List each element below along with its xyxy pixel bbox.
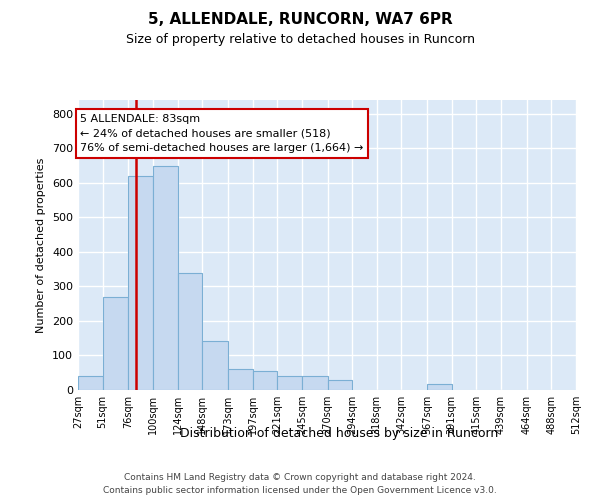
Text: Contains public sector information licensed under the Open Government Licence v3: Contains public sector information licen… [103, 486, 497, 495]
Text: Size of property relative to detached houses in Runcorn: Size of property relative to detached ho… [125, 32, 475, 46]
Text: Contains HM Land Registry data © Crown copyright and database right 2024.: Contains HM Land Registry data © Crown c… [124, 472, 476, 482]
Bar [228, 370, 253, 390]
Bar [103, 297, 128, 390]
Bar [153, 166, 178, 390]
Text: 5 ALLENDALE: 83sqm
← 24% of detached houses are smaller (518)
76% of semi-detach: 5 ALLENDALE: 83sqm ← 24% of detached hou… [80, 114, 364, 154]
Bar [128, 176, 153, 390]
Text: Distribution of detached houses by size in Runcorn: Distribution of detached houses by size … [180, 428, 498, 440]
Y-axis label: Number of detached properties: Number of detached properties [37, 158, 46, 332]
Text: 5, ALLENDALE, RUNCORN, WA7 6PR: 5, ALLENDALE, RUNCORN, WA7 6PR [148, 12, 452, 28]
Bar [328, 380, 352, 390]
Bar [253, 371, 277, 390]
Bar [202, 340, 228, 390]
Bar [178, 272, 202, 390]
Bar [277, 376, 302, 390]
Bar [427, 384, 452, 390]
Bar [302, 376, 328, 390]
Bar [78, 376, 103, 390]
